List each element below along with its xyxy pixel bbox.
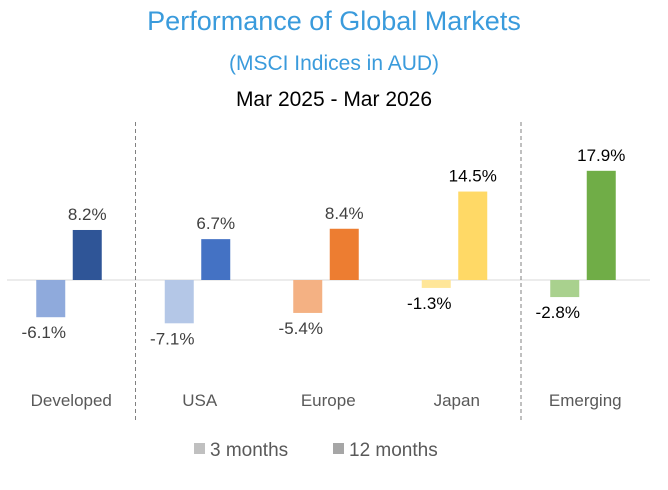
- data-label: -2.8%: [536, 303, 580, 322]
- legend-label: 3 months: [210, 440, 288, 461]
- bar-developed-3m: [36, 280, 66, 318]
- data-label: 8.4%: [325, 204, 364, 223]
- chart-period: Mar 2025 - Mar 2026: [236, 88, 432, 111]
- category-label: USA: [182, 391, 218, 410]
- bar-emerging-12m: [586, 170, 616, 280]
- chart-subtitle: (MSCI Indices in AUD): [229, 52, 439, 75]
- data-label: 14.5%: [449, 167, 497, 186]
- data-label: -5.4%: [279, 319, 323, 338]
- data-label: -6.1%: [22, 323, 66, 342]
- data-label: 6.7%: [196, 214, 235, 233]
- bar-japan-3m: [421, 280, 451, 288]
- bar-europe-3m: [293, 280, 323, 313]
- category-label: Japan: [434, 391, 480, 410]
- data-label: -7.1%: [150, 329, 194, 348]
- legend-swatch: [333, 443, 344, 454]
- data-label: 8.2%: [68, 205, 107, 224]
- bar-japan-12m: [458, 191, 488, 280]
- category-label: Europe: [301, 391, 356, 410]
- bar-emerging-3m: [550, 280, 580, 298]
- category-label: Developed: [31, 391, 112, 410]
- chart-title: Performance of Global Markets: [147, 6, 521, 36]
- bar-usa-12m: [201, 239, 231, 280]
- data-label: -1.3%: [407, 294, 451, 313]
- legend-swatch: [194, 443, 205, 454]
- legend-label: 12 months: [349, 440, 438, 461]
- bar-developed-12m: [72, 229, 102, 280]
- bar-usa-3m: [164, 280, 194, 324]
- data-label: 17.9%: [577, 146, 625, 165]
- category-label: Emerging: [549, 391, 622, 410]
- bar-europe-12m: [329, 228, 359, 280]
